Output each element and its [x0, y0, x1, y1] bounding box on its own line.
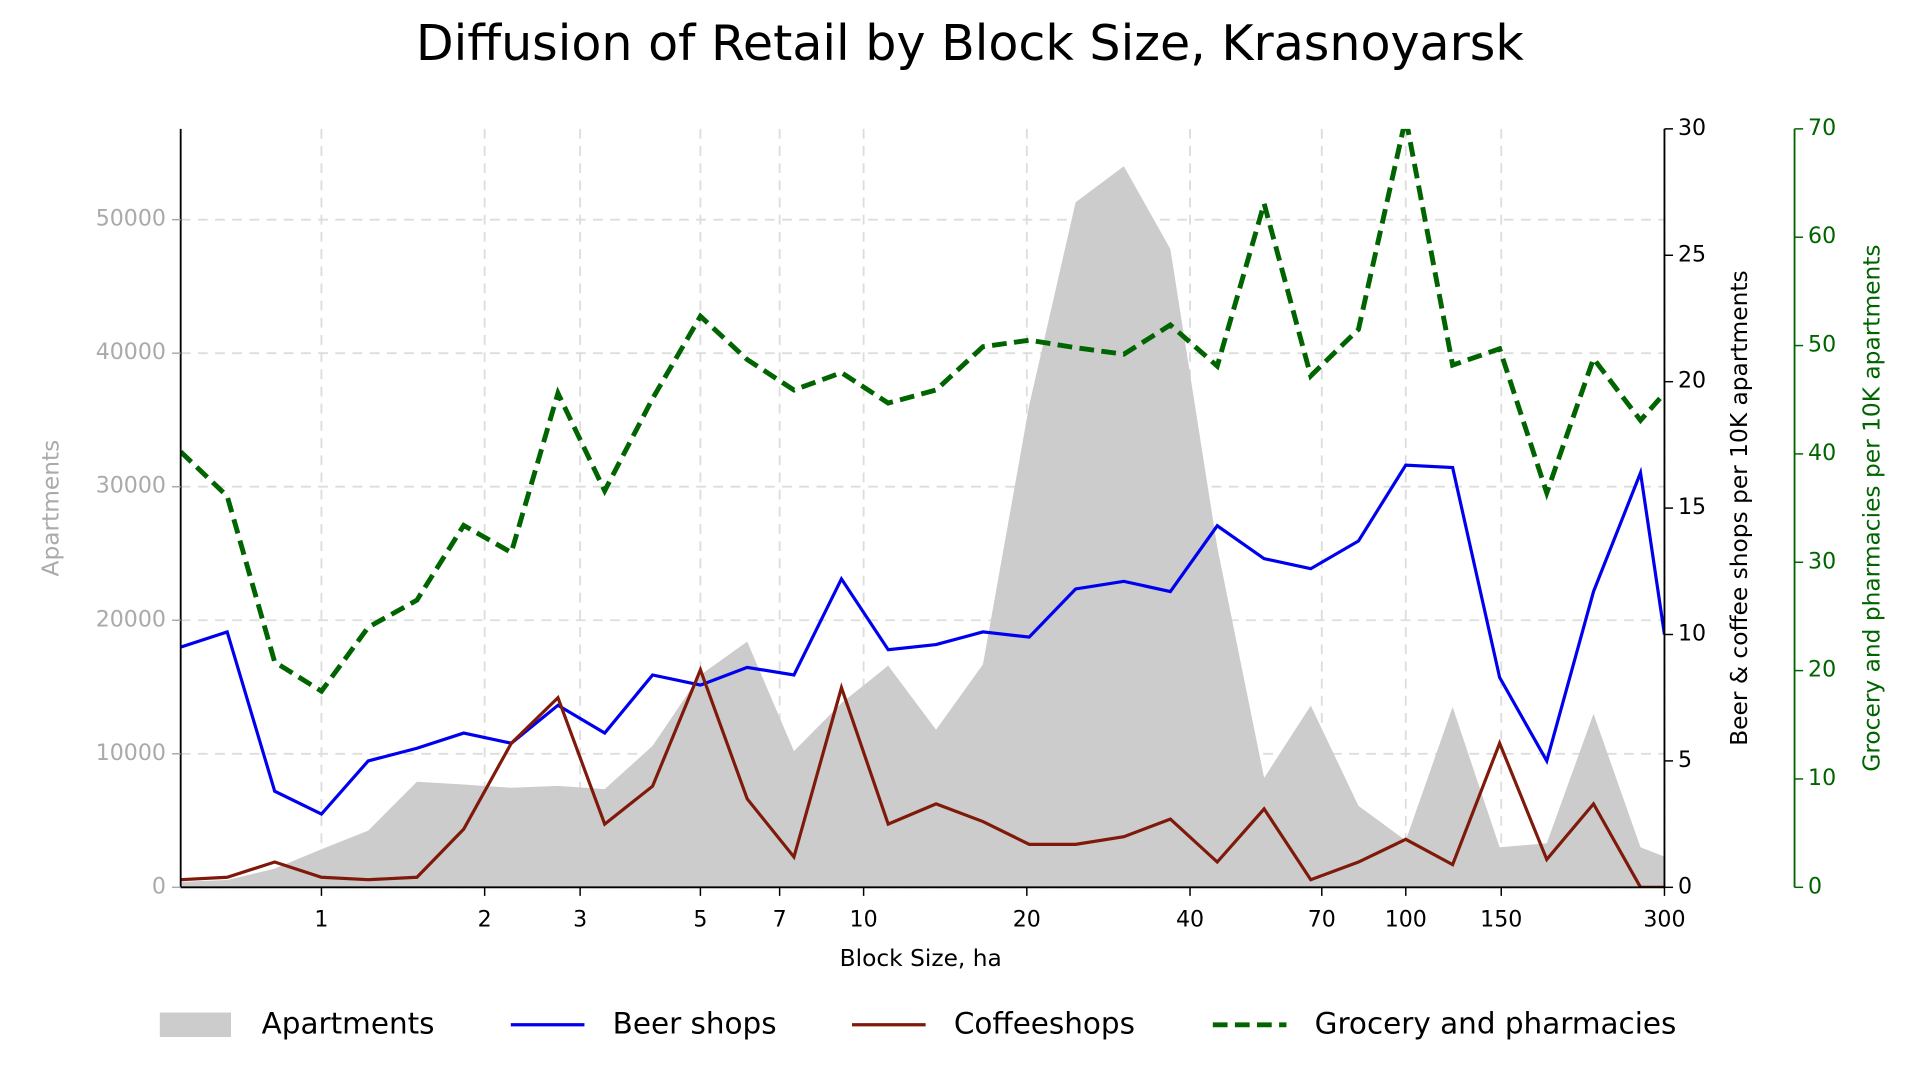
x-tick-label: 10	[850, 906, 878, 932]
y2-tick-label: 15	[1678, 494, 1706, 520]
legend-label: Grocery and pharmacies	[1315, 1006, 1677, 1040]
y3-tick-label: 10	[1808, 765, 1836, 791]
y3-tick-label: 60	[1808, 223, 1836, 249]
chart-title: Diffusion of Retail by Block Size, Krasn…	[416, 14, 1525, 72]
y3-tick-label: 70	[1808, 115, 1836, 141]
y-tick-label: 40000	[96, 339, 166, 365]
legend-label: Coffeeshops	[954, 1006, 1135, 1040]
legend-swatch	[159, 1012, 231, 1038]
y2-tick-label: 5	[1678, 747, 1692, 773]
y-tick-label: 20000	[96, 606, 166, 632]
y3-tick-label: 30	[1808, 548, 1836, 574]
x-tick-label: 7	[773, 906, 787, 932]
legend-label: Beer shops	[613, 1006, 777, 1040]
x-tick-label: 20	[1013, 906, 1041, 932]
line	[180, 463, 1665, 817]
y-tick-label: 50000	[96, 206, 166, 232]
x-tick-label: 100	[1385, 906, 1427, 932]
y3-tick-label: 40	[1808, 440, 1836, 466]
y-axis-label: Apartments	[37, 440, 64, 577]
x-tick-label: 5	[693, 906, 707, 932]
y2-tick-label: 20	[1678, 368, 1706, 394]
x-tick-label: 150	[1480, 906, 1522, 932]
y-tick-label: 10000	[96, 740, 166, 766]
line	[180, 128, 1665, 695]
y-tick-label: 30000	[96, 473, 166, 499]
y3-tick-label: 50	[1808, 332, 1836, 358]
y2-tick-label: 25	[1678, 241, 1706, 267]
y3-axis-label: Grocery and pharmacies per 10K apartment…	[1859, 244, 1886, 771]
x-tick-label: 2	[478, 906, 492, 932]
y3-tick-label: 0	[1808, 873, 1822, 899]
x-tick-label: 40	[1176, 906, 1204, 932]
x-tick-label: 70	[1308, 906, 1336, 932]
plot-area	[180, 128, 1665, 888]
x-tick-label: 300	[1643, 906, 1685, 932]
y3-tick-label: 20	[1808, 657, 1836, 683]
area	[180, 166, 1665, 888]
legend-label: Apartments	[262, 1006, 435, 1040]
x-tick-label: 3	[573, 906, 587, 932]
y2-tick-label: 30	[1678, 115, 1706, 141]
y-tick-label: 0	[152, 873, 166, 899]
x-tick-label: 1	[314, 906, 328, 932]
y2-axis-label: Beer & coffee shops per 10K apartments	[1726, 270, 1753, 745]
y2-tick-label: 0	[1678, 873, 1692, 899]
line	[180, 665, 1665, 888]
y2-tick-label: 10	[1678, 621, 1706, 647]
x-axis-label: Block Size, ha	[840, 945, 1002, 972]
